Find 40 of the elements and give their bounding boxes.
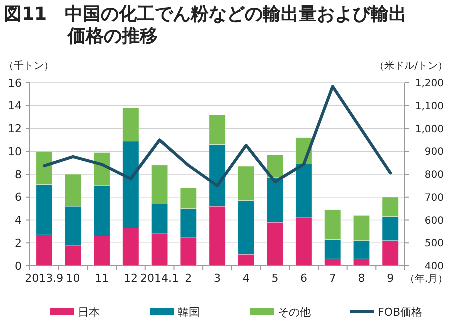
y-axis-title: （千トン） — [4, 60, 54, 72]
y2-tick-label: 500 — [424, 238, 444, 250]
y-tick-label: 16 — [8, 76, 22, 90]
x-tick-label: 2014.1 — [140, 272, 180, 285]
legend-label: 日本 — [78, 306, 100, 319]
line-series — [42, 85, 392, 188]
x-tick-label: 4 — [242, 272, 250, 285]
x-tick-label: 8 — [358, 272, 366, 285]
y-tick-label: 4 — [15, 214, 22, 228]
x-tick-label: 9 — [387, 272, 394, 285]
y2-tick-label: 1,100 — [415, 101, 444, 112]
y-tick-label: 6 — [15, 191, 22, 204]
x-tick-label: 5 — [272, 272, 279, 285]
x-axis-title: （年.月） — [404, 273, 448, 285]
y2-tick-label: 600 — [424, 216, 444, 227]
x-tick-label: 2 — [185, 272, 192, 285]
chart-title: 図11 中国の化工でん粉などの輸出量および輸出価格の推移 — [4, 4, 408, 47]
x-tick-label: 6 — [300, 272, 308, 285]
y-tick-label: 12 — [8, 122, 22, 136]
legend-label: FOB価格 — [378, 306, 423, 319]
x-tick-label: 10 — [66, 272, 80, 285]
legend-label: 韓国 — [178, 306, 200, 319]
y2-tick-label: 1,200 — [415, 78, 444, 90]
y-tick-label: 8 — [15, 168, 22, 182]
y-tick-label: 0 — [15, 260, 22, 273]
y2-axis-title: （米ドル/トン） — [374, 60, 448, 72]
y-tick-label: 10 — [8, 145, 22, 158]
y-tick-label: 2 — [15, 236, 22, 250]
y2-tick-label: 700 — [424, 192, 444, 204]
legend-label: その他 — [278, 306, 311, 319]
y-tick-label: 14 — [8, 100, 22, 113]
y2-tick-label: 1,000 — [415, 124, 444, 136]
x-tick-label: 11 — [95, 272, 110, 285]
x-tick-label: 12 — [124, 272, 138, 285]
x-tick-label: 2013.9 — [25, 272, 64, 285]
x-tick-label: 3 — [214, 272, 221, 285]
y2-tick-label: 800 — [424, 170, 444, 181]
y2-tick-label: 400 — [424, 262, 444, 272]
x-tick-label: 7 — [329, 272, 336, 285]
y2-tick-label: 900 — [424, 147, 444, 158]
